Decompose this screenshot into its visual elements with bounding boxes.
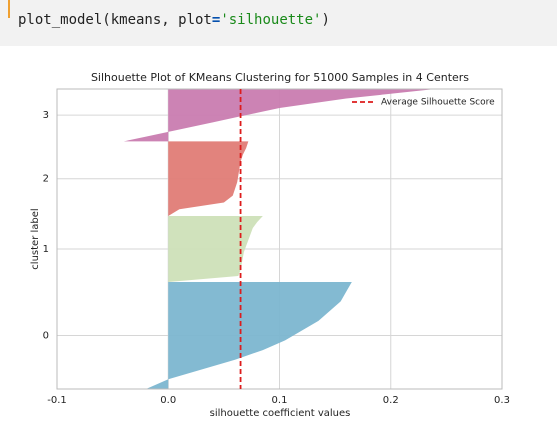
y-tick-label: 1 <box>43 244 49 255</box>
x-tick-label: -0.1 <box>47 395 67 406</box>
y-tick-label: 0 <box>43 330 49 341</box>
silhouette-area <box>146 281 352 389</box>
chart-title: Silhouette Plot of KMeans Clustering for… <box>91 71 469 84</box>
y-tick-label: 3 <box>43 110 49 121</box>
plot-frame <box>56 88 503 390</box>
cell-marker <box>8 0 10 18</box>
y-tick-label: 2 <box>43 174 49 185</box>
x-tick-label: 0.2 <box>383 395 399 406</box>
legend-label: Average Silhouette Score <box>381 98 495 108</box>
x-axis-label: silhouette coefficient values <box>210 408 351 419</box>
silhouette-area <box>168 141 249 217</box>
code-token: ) <box>321 12 330 28</box>
x-tick-label: 0.1 <box>272 395 288 406</box>
x-tick-label: 0.0 <box>160 395 176 406</box>
code-token: plot_model(kmeans, plot <box>18 12 212 28</box>
code-cell[interactable]: plot_model(kmeans, plot='silhouette') <box>0 0 557 46</box>
silhouette-area <box>168 216 263 282</box>
code: plot_model(kmeans, plot='silhouette') <box>18 12 330 28</box>
code-token: 'silhouette' <box>220 12 322 28</box>
code-token: = <box>211 12 221 28</box>
x-tick-label: 0.3 <box>494 395 510 406</box>
silhouette-area <box>123 89 436 142</box>
y-axis-label: cluster label <box>30 208 41 269</box>
